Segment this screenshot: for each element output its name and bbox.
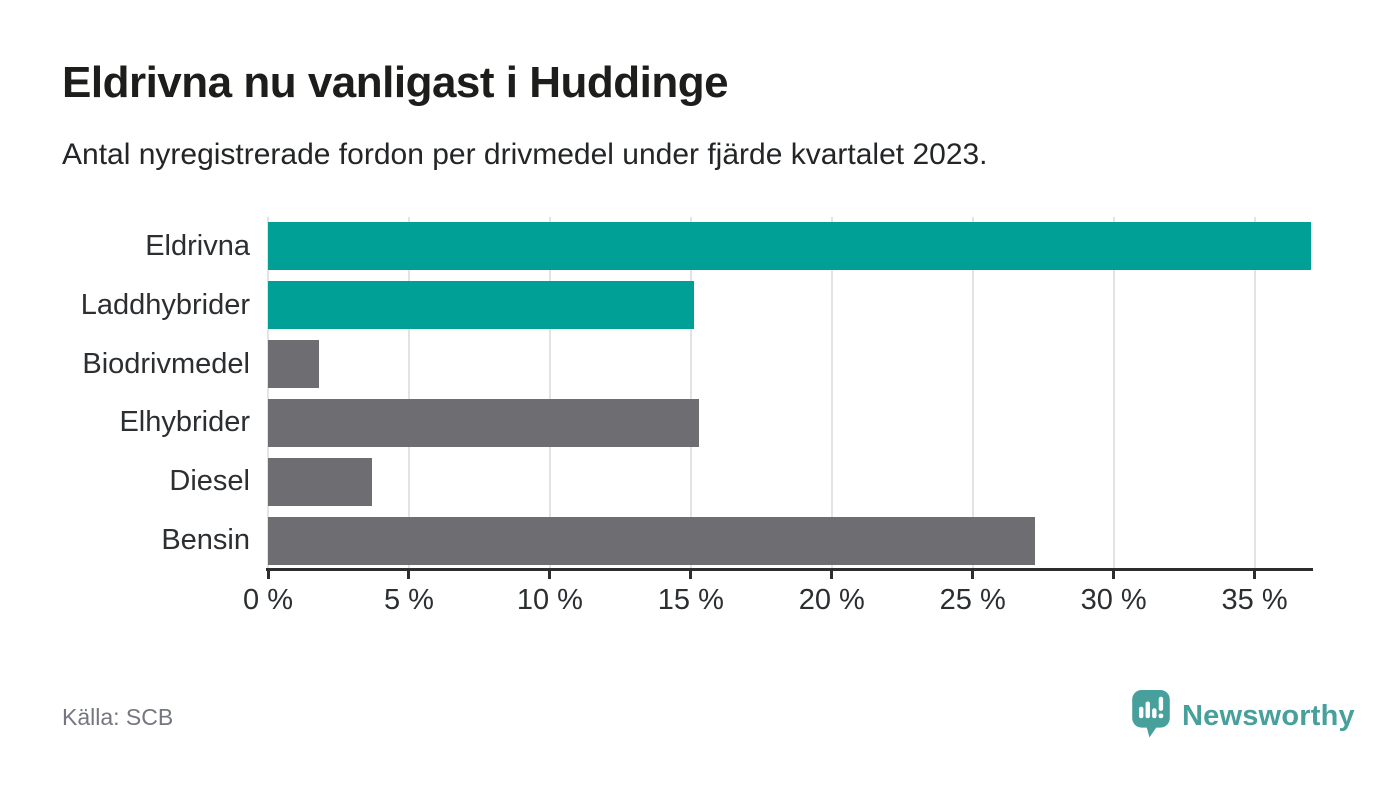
brand-wordmark: Newsworthy	[1182, 700, 1355, 732]
gridline	[971, 217, 974, 570]
category-label: Elhybrider	[119, 406, 250, 439]
x-tick-label: 35 %	[1221, 584, 1288, 616]
bar-eldrivna	[268, 222, 1311, 271]
x-tick-mark	[971, 571, 975, 579]
bar-row	[268, 394, 1311, 453]
x-tick-mark	[689, 571, 693, 579]
bar-bensin	[268, 516, 1035, 565]
category-label: Biodrivmedel	[82, 347, 250, 380]
chart-subtitle: Antal nyregistrerade fordon per drivmede…	[62, 138, 988, 171]
x-tick-label: 0 %	[243, 584, 293, 616]
category-label: Eldrivna	[145, 229, 250, 262]
category-label: Bensin	[161, 524, 250, 557]
brand-logo: Newsworthy	[1132, 690, 1355, 743]
plot-area	[267, 217, 1311, 570]
bar-row	[268, 276, 1311, 335]
x-tick-label: 15 %	[657, 584, 724, 616]
bar-diesel	[268, 457, 373, 506]
gridline	[548, 217, 551, 570]
x-tick-label: 30 %	[1080, 584, 1147, 616]
gridline	[689, 217, 692, 570]
x-axis-ticks: 0 % 5 % 10 % 15 % 20 % 25 % 30 % 35 %	[243, 571, 1311, 631]
x-tick-label: 10 %	[516, 584, 583, 616]
bar-elhybrider	[268, 398, 700, 447]
category-label: Laddhybrider	[80, 288, 250, 321]
x-tick-label: 5 %	[383, 584, 434, 616]
x-tick-mark	[1253, 571, 1257, 579]
bar-row	[268, 452, 1311, 511]
bar-row	[268, 217, 1311, 276]
x-tick-mark	[266, 571, 270, 579]
gridline	[1253, 217, 1256, 570]
x-tick-mark	[1112, 571, 1116, 579]
x-tick-mark	[830, 571, 834, 579]
x-tick-label: 20 %	[798, 584, 865, 616]
x-tick-mark	[407, 571, 411, 579]
bar-row	[268, 335, 1311, 394]
category-axis: Eldrivna Laddhybrider Biodrivmedel Elhybrid…	[0, 217, 250, 570]
gridline	[267, 217, 269, 570]
x-tick-mark	[548, 571, 552, 579]
source-note: Källa: SCB	[62, 704, 174, 730]
bar-laddhybrider	[268, 281, 694, 330]
bar-biodrivmedel	[268, 340, 319, 389]
x-tick-label: 25 %	[939, 584, 1006, 616]
gridline	[1112, 217, 1115, 570]
x-axis-line	[266, 568, 1313, 571]
category-label: Diesel	[169, 465, 250, 498]
gridline	[407, 217, 410, 570]
gridline	[830, 217, 833, 570]
chart-title: Eldrivna nu vanligast i Huddinge	[62, 58, 729, 107]
newsworthy-chart-bubble-icon	[1132, 690, 1170, 743]
bar-row	[268, 511, 1311, 570]
